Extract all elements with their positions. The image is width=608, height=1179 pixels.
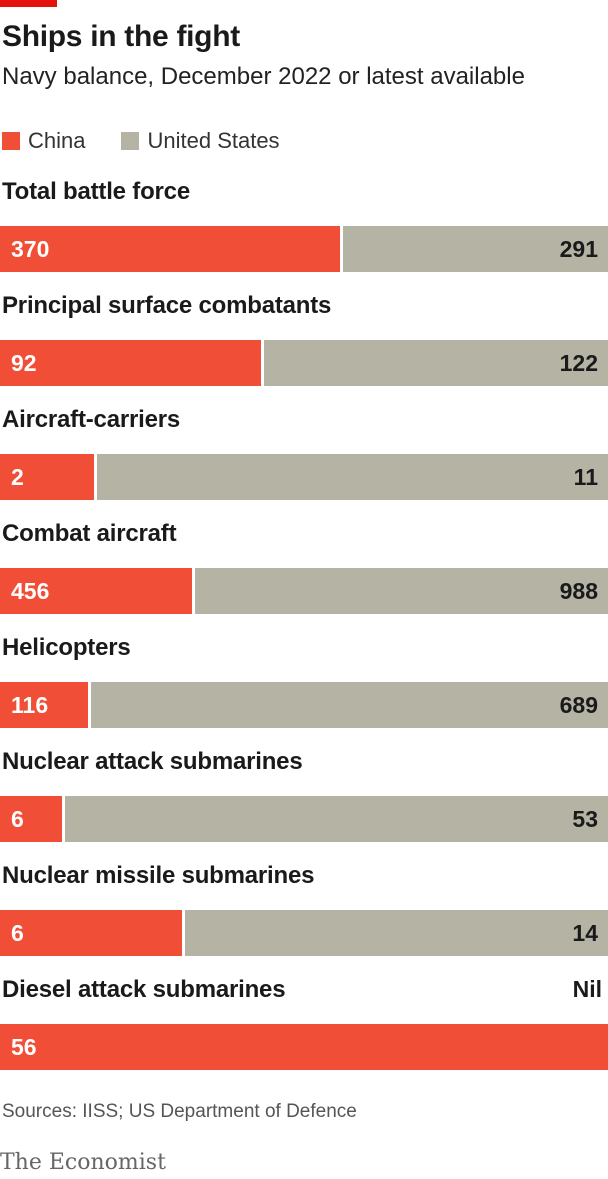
- data-label-united-states: 11: [573, 464, 598, 490]
- category-label: Total battle force: [2, 178, 190, 205]
- data-label-china: 2: [11, 464, 24, 490]
- legend: China United States: [2, 128, 316, 154]
- bar-united-states: [185, 910, 608, 956]
- legend-swatch-united-states: [121, 132, 140, 150]
- bar-united-states: [264, 340, 608, 386]
- publisher-logo: The Economist: [0, 1150, 166, 1175]
- bar-china: [0, 568, 192, 614]
- data-label-china: 6: [11, 806, 24, 832]
- data-label-china: 56: [11, 1034, 37, 1060]
- brand-tag: [0, 0, 57, 7]
- bar-united-states: [343, 226, 608, 272]
- data-label-united-states: 14: [572, 920, 598, 946]
- bar-china: [0, 1024, 608, 1070]
- bar-china: [0, 226, 340, 272]
- chart-title: Ships in the fight: [2, 20, 240, 53]
- bar-united-states: [97, 454, 608, 500]
- data-label-united-states: 689: [559, 692, 598, 718]
- bar-china: [0, 682, 88, 728]
- bar-track: 116 689: [0, 682, 608, 728]
- chart-subtitle: Navy balance, December 2022 or latest av…: [2, 63, 525, 90]
- bar-track: 56: [0, 1024, 608, 1070]
- data-label-china: 370: [11, 236, 50, 262]
- category-label: Combat aircraft: [2, 520, 177, 547]
- data-label-china: 116: [11, 692, 49, 718]
- legend-label-china: China: [28, 128, 86, 153]
- bar-track: 6 53: [0, 796, 608, 842]
- bar-track: 370 291: [0, 226, 608, 272]
- bar-china: [0, 796, 62, 842]
- legend-label-united-states: United States: [147, 128, 280, 153]
- legend-item-china: China: [2, 128, 85, 154]
- bar-track: 2 11: [0, 454, 608, 500]
- bar-united-states: [65, 796, 608, 842]
- bar-track: 6 14: [0, 910, 608, 956]
- source-note: Sources: IISS; US Department of Defence: [2, 1101, 357, 1122]
- legend-item-united-states: United States: [121, 128, 280, 154]
- data-label-united-states: 291: [559, 236, 598, 262]
- bar-united-states: [91, 682, 608, 728]
- bar-china: [0, 340, 261, 386]
- category-label: Nuclear attack submarines: [2, 748, 303, 775]
- bar-track: 92 122: [0, 340, 608, 386]
- category-label: Nuclear missile submarines: [2, 862, 315, 889]
- data-label-china: 92: [11, 350, 37, 376]
- data-label-united-states: 53: [572, 806, 598, 832]
- bar-china: [0, 910, 182, 956]
- category-label: Diesel attack submarines: [2, 976, 286, 1003]
- bar-china: [0, 454, 94, 500]
- data-label-china: 6: [11, 920, 24, 946]
- data-label-china: 456: [11, 578, 50, 604]
- bar-united-states: [195, 568, 608, 614]
- data-label-united-states: 988: [559, 578, 598, 604]
- legend-swatch-china: [2, 132, 20, 150]
- bar-track: 456 988: [0, 568, 608, 614]
- category-label: Aircraft-carriers: [2, 406, 181, 433]
- category-label: Principal surface combatants: [2, 292, 332, 319]
- data-label-united-states: Nil: [572, 976, 602, 1002]
- data-label-united-states: 122: [559, 350, 598, 376]
- category-label: Helicopters: [2, 634, 131, 661]
